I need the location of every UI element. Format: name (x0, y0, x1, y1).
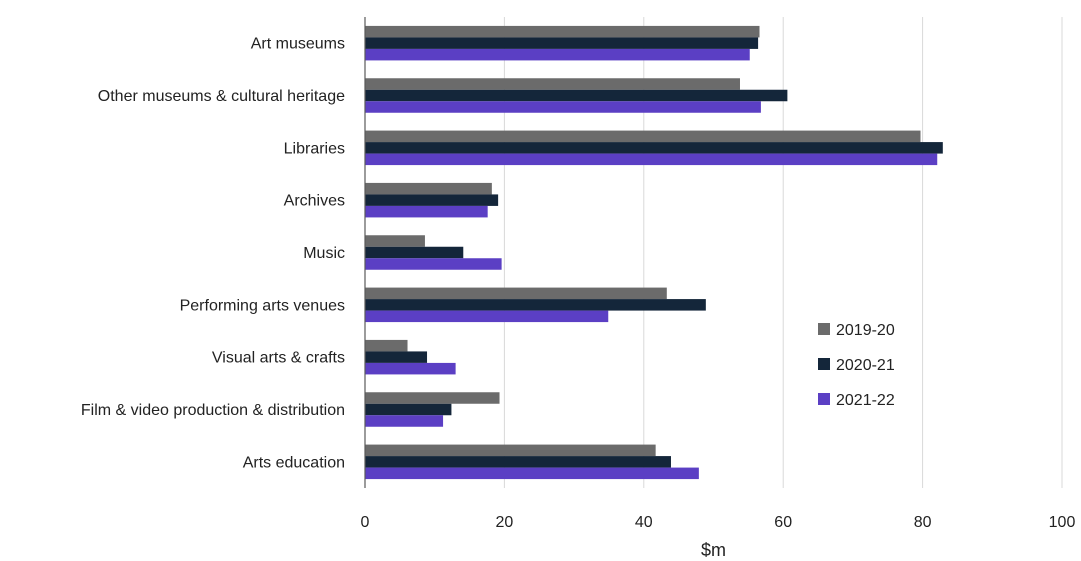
category-label: Performing arts venues (180, 297, 345, 314)
legend-label-2021-22: 2021-22 (836, 392, 895, 409)
bar-2021-22-7 (365, 415, 444, 427)
bar-2020-21-8 (365, 456, 671, 468)
bar-2019-20-0 (365, 25, 760, 38)
category-label: Visual arts & crafts (212, 350, 345, 367)
bar-2020-21-2 (365, 142, 943, 154)
bar-2019-20-8 (365, 444, 656, 457)
category-label: Film & video production & distribution (81, 402, 345, 419)
bar-2020-21-6 (365, 351, 428, 363)
bar-2020-21-4 (365, 246, 464, 259)
x-axis-title: $m (701, 540, 726, 560)
legend: 2019-20 2020-21 2021-22 (818, 322, 895, 409)
bar-2019-20-2 (365, 130, 921, 143)
bar-2019-20-5 (365, 287, 667, 300)
category-label: Other museums & cultural heritage (98, 88, 345, 105)
bar-2021-22-3 (365, 205, 488, 218)
category-labels: Art museums Other museums & cultural heri… (81, 36, 345, 472)
legend-label-2020-21: 2020-21 (836, 357, 895, 374)
bar-2020-21-5 (365, 299, 706, 311)
x-tick-label: 20 (496, 514, 514, 531)
x-tick-labels: 0 20 40 60 80 100 (361, 514, 1076, 531)
category-label: Music (303, 245, 345, 262)
bar-2020-21-0 (365, 37, 759, 49)
bar-2019-20-4 (365, 235, 425, 247)
bar-2021-22-6 (365, 362, 456, 375)
category-label: Art museums (251, 36, 345, 53)
bar-2021-22-4 (365, 258, 502, 270)
bar-2019-20-3 (365, 182, 492, 195)
x-tick-label: 40 (635, 514, 653, 531)
bar-2021-22-5 (365, 310, 609, 323)
legend-swatch-2019-20 (818, 323, 830, 335)
bar-2021-22-0 (365, 48, 750, 61)
legend-label-2019-20: 2019-20 (836, 322, 895, 339)
legend-swatch-2021-22 (818, 393, 830, 405)
bar-2019-20-1 (365, 78, 740, 90)
category-label: Archives (284, 193, 345, 210)
bar-2020-21-3 (365, 194, 499, 206)
x-tick-label: 0 (361, 514, 370, 531)
bar-2019-20-7 (365, 392, 500, 404)
bar-2020-21-1 (365, 89, 788, 102)
bars (365, 25, 943, 480)
x-tick-label: 60 (774, 514, 792, 531)
legend-swatch-2020-21 (818, 358, 830, 370)
bar-2021-22-8 (365, 467, 699, 480)
bar-2021-22-1 (365, 101, 761, 113)
category-label: Libraries (284, 140, 345, 157)
bar-2021-22-2 (365, 153, 938, 166)
bar-2019-20-6 (365, 339, 408, 352)
bar-2020-21-7 (365, 403, 452, 416)
category-label: Arts education (243, 454, 345, 471)
x-tick-label: 80 (914, 514, 932, 531)
x-tick-label: 100 (1049, 514, 1076, 531)
